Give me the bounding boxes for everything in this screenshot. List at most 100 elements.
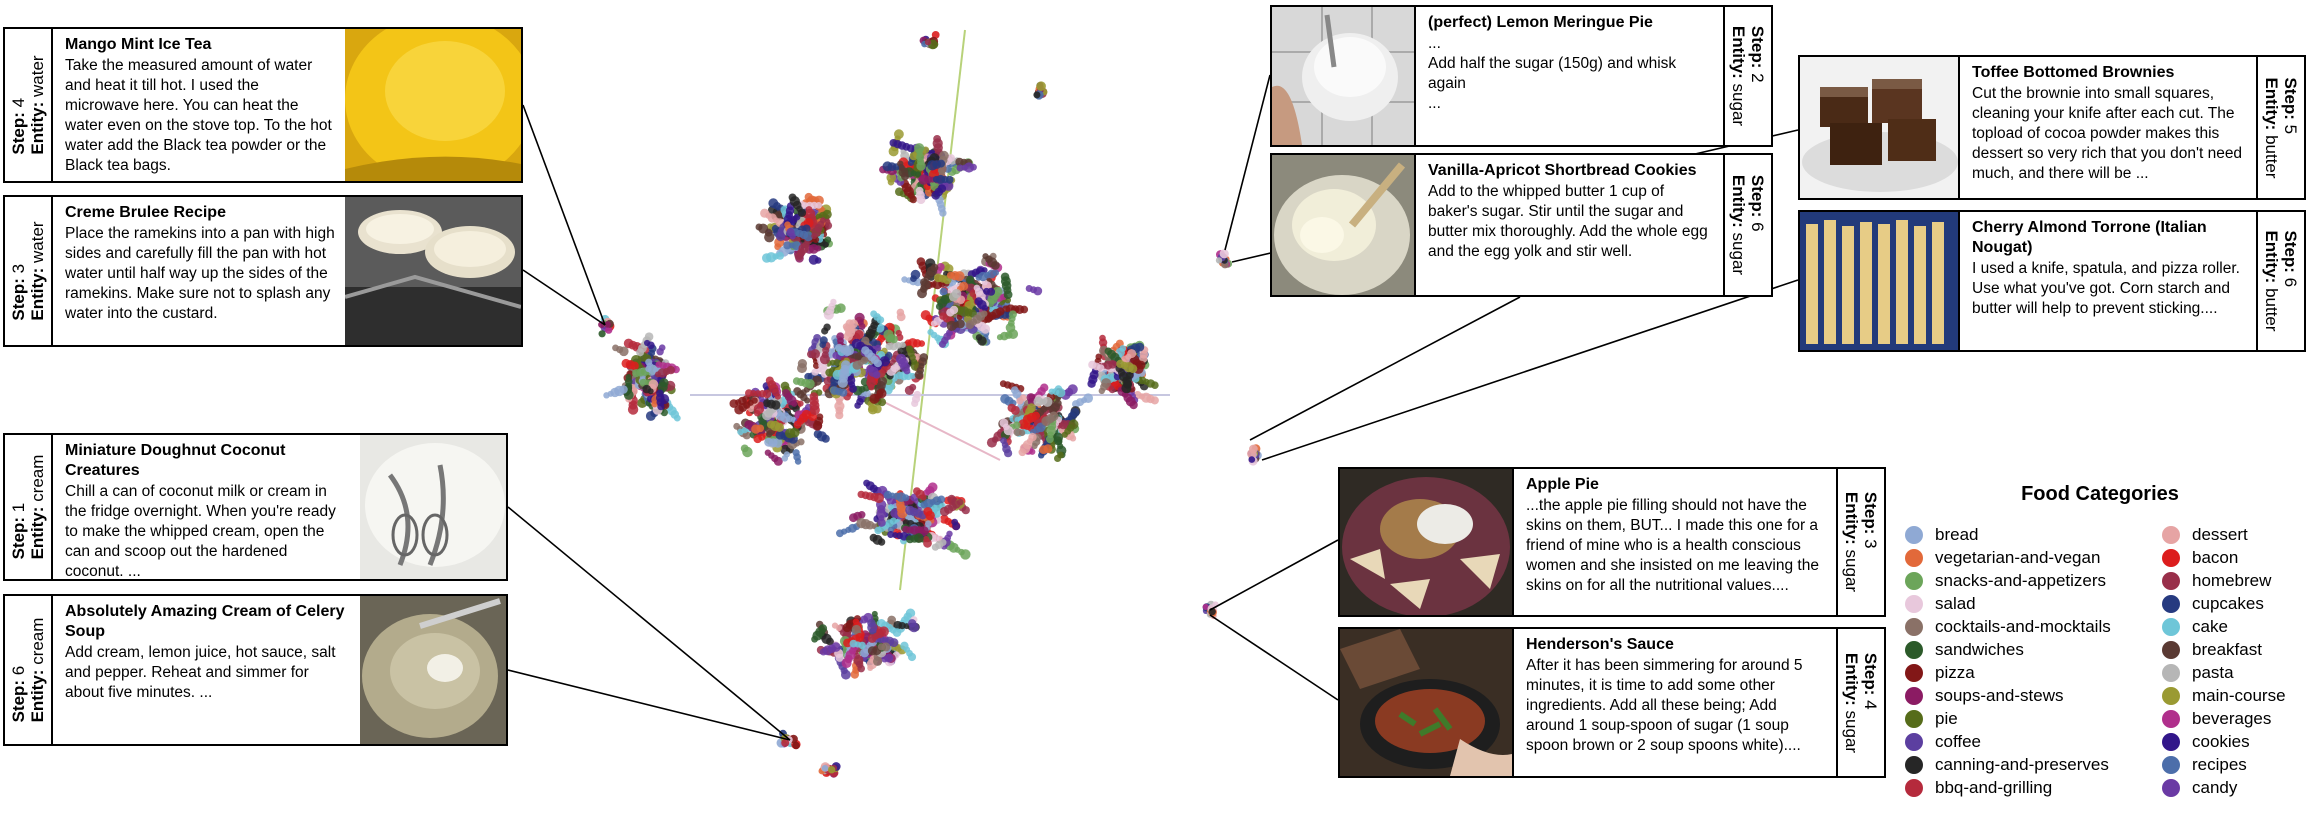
legend-swatch (2162, 641, 2180, 659)
embedding-point (906, 345, 914, 353)
embedding-point (733, 422, 741, 430)
step-entity-tag: Step: 4 Entity: water (5, 29, 53, 181)
entity-value: water (28, 221, 47, 263)
legend-swatch (2162, 595, 2180, 613)
embedding-point (1016, 397, 1024, 405)
embedding-point (1042, 396, 1053, 407)
step-value: 5 (2281, 124, 2300, 134)
recipe-photo (1800, 57, 1960, 198)
embedding-point (966, 275, 975, 284)
embedding-point (813, 362, 820, 370)
embedding-point (947, 154, 955, 162)
embedding-point (775, 231, 786, 242)
embedding-point (824, 236, 832, 244)
embedding-point (909, 195, 918, 204)
recipe-card-hendersons-sauce: Henderson's Sauce After it has been simm… (1338, 627, 1886, 778)
legend-swatch (2162, 687, 2180, 705)
embedding-point (1005, 322, 1016, 333)
embedding-point (854, 329, 864, 340)
embedding-point (839, 388, 848, 397)
legend-label: bbq-and-grilling (1935, 778, 2053, 797)
legend-swatch (2162, 549, 2180, 567)
embedding-point (797, 438, 805, 446)
step-entity-tag: Step: 6 Entity: cream (5, 596, 53, 744)
embedding-point (854, 312, 865, 323)
legend-label: vegetarian-and-vegan (1935, 548, 2101, 567)
embedding-point (956, 498, 964, 506)
embedding-point (873, 359, 882, 368)
recipe-photo (1272, 7, 1416, 145)
embedding-point (632, 369, 641, 378)
embedding-point (849, 319, 858, 329)
embedding-point (1119, 345, 1127, 352)
embedding-point (762, 253, 772, 263)
entity-value: butter (2262, 134, 2281, 179)
embedding-point (895, 329, 902, 337)
embedding-point (807, 350, 815, 359)
embedding-point (764, 232, 775, 243)
embedding-point (939, 312, 947, 320)
recipe-title: Absolutely Amazing Cream of Celery Soup (65, 603, 345, 640)
embedding-point (914, 370, 924, 380)
legend-label: candy (2192, 778, 2238, 797)
embedding-point (644, 332, 654, 342)
recipe-title: Henderson's Sauce (1526, 636, 1674, 653)
legend-label: salad (1935, 594, 1976, 613)
leader-line (522, 269, 606, 326)
legend-label: beverages (2192, 709, 2272, 728)
entity-value: water (28, 55, 47, 97)
embedding-point (873, 371, 881, 379)
embedding-point (815, 202, 823, 209)
embedding-point (924, 39, 932, 46)
embedding-point (907, 159, 915, 166)
recipe-title: Apple Pie (1526, 476, 1599, 493)
embedding-point (931, 190, 941, 200)
entity-value: cream (28, 454, 47, 502)
legend-swatch (1905, 733, 1923, 751)
embedding-point (852, 618, 860, 625)
embedding-point (902, 494, 910, 502)
legend-label: sandwiches (1935, 640, 2024, 659)
embedding-point (916, 195, 926, 205)
embedding-point (894, 129, 904, 140)
legend-label: breakfast (2192, 640, 2262, 659)
embedding-point (836, 332, 845, 341)
embedding-point (1061, 431, 1068, 438)
embedding-point (612, 344, 619, 352)
legend-label: pasta (2192, 663, 2234, 682)
embedding-point (892, 628, 902, 637)
embedding-point (1054, 399, 1062, 407)
embedding-point (780, 381, 790, 391)
embedding-point (793, 420, 802, 429)
embedding-point (1098, 387, 1106, 395)
embedding-point (1043, 444, 1053, 454)
embedding-point (1150, 396, 1159, 405)
embedding-point (1000, 437, 1007, 444)
embedding-point (1108, 360, 1117, 369)
embedding-point (869, 533, 878, 542)
legend-label: recipes (2192, 755, 2247, 774)
embedding-point (804, 192, 813, 202)
entity-value: butter (2262, 288, 2281, 332)
embedding-point (867, 618, 876, 628)
embedding-point (627, 404, 639, 415)
embedding-point (841, 360, 851, 370)
recipe-title: Creme Brulee Recipe (65, 204, 226, 221)
embedding-point (935, 302, 944, 311)
step-key: Step: (9, 679, 28, 723)
embedding-point (885, 342, 893, 351)
embedding-point (764, 437, 774, 447)
embedding-point (827, 766, 836, 774)
embedding-point (1215, 257, 1223, 264)
embedding-point (868, 404, 876, 413)
embedding-point (992, 286, 1003, 297)
embedding-point (999, 380, 1007, 388)
embedding-point (1010, 386, 1019, 395)
embedding-point (793, 387, 802, 396)
embedding-point (1070, 408, 1080, 418)
entity-value: sugar (1729, 83, 1748, 127)
step-key: Step: (2281, 230, 2300, 273)
embedding-point (910, 275, 917, 282)
embedding-point (1031, 442, 1038, 450)
entity-key: Entity: (2262, 76, 2281, 130)
